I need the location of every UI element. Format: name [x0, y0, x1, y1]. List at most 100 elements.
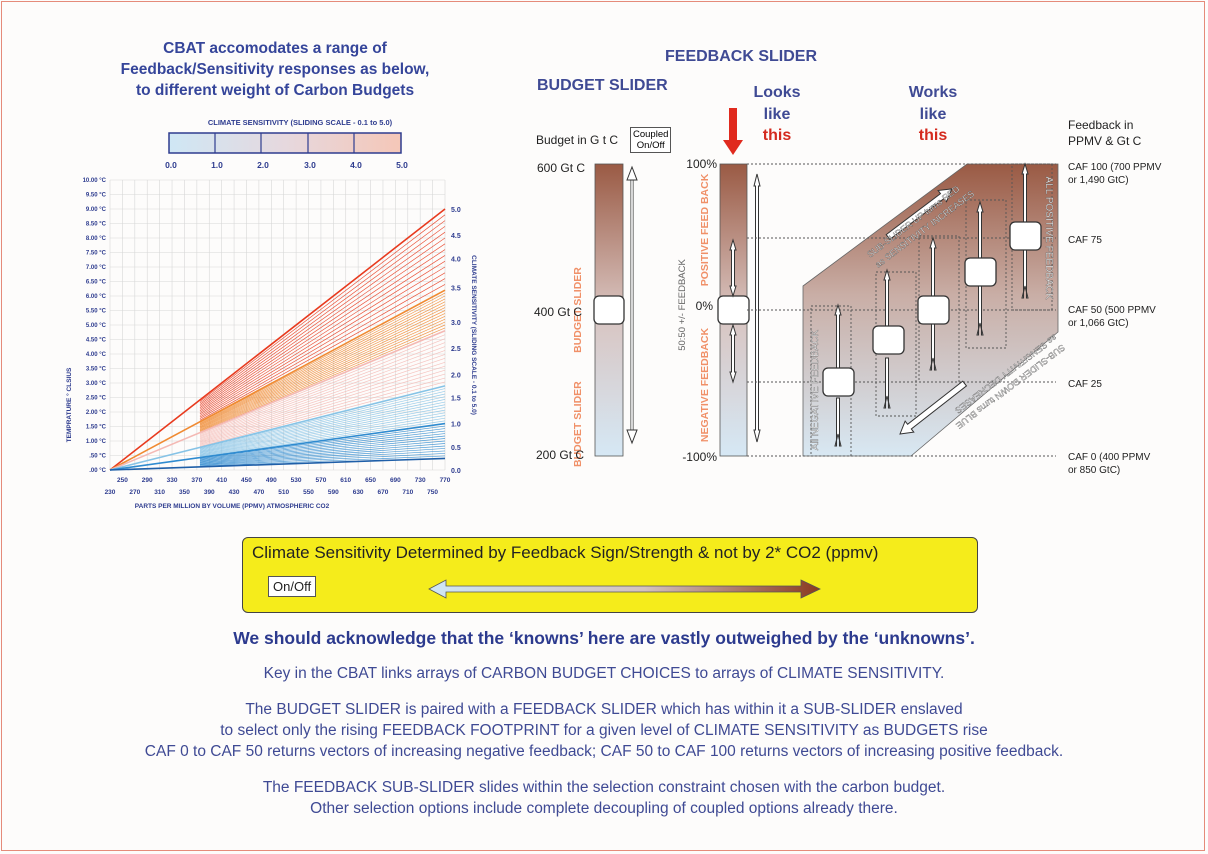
negative-feedback-text: NEGATIVE FEEDBACK: [699, 328, 711, 443]
series-envelope-line: [109, 422, 446, 471]
scale-tick-5: 5.0: [396, 160, 408, 170]
caf0-line2: or 850 GtC): [1068, 465, 1121, 476]
series-line: [199, 453, 446, 466]
series-line: [199, 284, 446, 421]
series-line: [199, 301, 446, 426]
series-line: [199, 393, 446, 450]
x-tick-label-top: 370: [191, 477, 202, 484]
series-line: [199, 369, 446, 444]
sub-slider-handle-4[interactable]: [964, 257, 997, 287]
series-line: [199, 373, 446, 445]
caf100-line2: or 1,490 GtC): [1068, 175, 1129, 186]
series-line: [199, 346, 446, 438]
paragraph-3-line-1: The FEEDBACK SUB-SLIDER slides within th…: [262, 779, 946, 796]
series-line: [199, 354, 446, 440]
sensitivity-chart: 10.00 °C 9.50 °C 9.00 °C 8.50 °C 8.00 °C 7.50…: [65, 178, 477, 510]
y-tick-label: 10.00 °C: [83, 178, 107, 184]
paragraph-2-line-2: to select only the rising FEEDBACK FOOTP…: [220, 722, 988, 739]
x-tick-label-top: 770: [440, 477, 451, 484]
y-tick-label: 5.00 °C: [86, 323, 107, 329]
y-axis-label: TEMPRATURE ° CLSIUS: [65, 367, 73, 442]
left-title-line-3: to different weight of Carbon Budgets: [135, 82, 415, 99]
positive-feedback-text: POSITIVE FEED BACK: [699, 173, 711, 286]
budget-slider-handle[interactable]: [593, 295, 625, 325]
series-envelope-line: [109, 208, 446, 471]
y-tick-label: .00 °C: [89, 468, 106, 474]
series-line: [199, 388, 446, 449]
series-line: [199, 318, 446, 430]
series-line: [199, 420, 446, 458]
x-tick-label-top: 290: [142, 477, 153, 484]
coupled-toggle[interactable]: Coupled On/Off: [630, 127, 672, 153]
paragraph-2-line-3: CAF 0 to CAF 50 returns vectors of incre…: [144, 743, 1064, 760]
x-tick-label-bottom: 270: [129, 489, 140, 496]
paragraph-2-line-1: The BUDGET SLIDER is paired with a FEEDB…: [245, 701, 963, 718]
y-tick-label: 4.00 °C: [86, 352, 107, 358]
x-tick-label-bottom: 430: [229, 489, 240, 496]
y-tick-label: 2.00 °C: [86, 410, 107, 416]
coupled-text: Coupled: [633, 129, 669, 140]
sub-slider-handle-2[interactable]: [872, 325, 905, 355]
caf100-label: CAF 100 (700 PPMV or 1,490 GtC): [1068, 161, 1161, 187]
x-tick-label-bottom: 350: [179, 489, 190, 496]
sub-slider-handle-1[interactable]: [822, 367, 855, 397]
series-line: [199, 455, 446, 467]
series-line: [199, 404, 446, 453]
series-line: [199, 313, 446, 429]
x-tick-label-bottom: 510: [278, 489, 289, 496]
series-line: [199, 396, 446, 451]
sub-slider-handle-3[interactable]: [917, 295, 950, 325]
series-line: [199, 272, 446, 418]
x-tick-label-bottom: 390: [204, 489, 215, 496]
x-tick-label-bottom: 710: [402, 489, 413, 496]
series-line: [199, 304, 446, 426]
y2-tick-label: 1.5: [451, 396, 461, 403]
caf50-line2: or 1,066 GtC): [1068, 318, 1129, 329]
series-line: [199, 361, 446, 442]
budget-vertical-text-2: BUDGET SLIDER: [572, 381, 584, 467]
works-like-this: Works like this: [902, 82, 964, 147]
budget-vertical-text: BUDGET SLIDER: [572, 267, 584, 353]
series-line: [199, 292, 446, 423]
x-tick-label-top: 450: [241, 477, 252, 484]
paragraph-1-line-1: Key in the CBAT links arrays of CARBON B…: [263, 665, 945, 682]
scale-tick-1: 1.0: [211, 160, 223, 170]
scale-tick-3: 3.0: [304, 160, 316, 170]
series-envelope-line: [109, 330, 446, 471]
y2-tick-label: 1.0: [451, 422, 461, 429]
y-tick-label: 1.50 °C: [86, 425, 107, 431]
budget-400-label: 400 Gt C: [534, 305, 582, 319]
paragraph-3-line-2: Other selection options include complete…: [310, 800, 898, 817]
series-line: [199, 443, 446, 464]
series-line: [199, 409, 446, 455]
x-tick-label-top: 610: [340, 477, 351, 484]
series-line: [199, 365, 446, 443]
budget-slider-header: BUDGET SLIDER: [537, 77, 668, 94]
series-line: [199, 249, 446, 412]
series-line: [199, 231, 446, 407]
caf75-label: CAF 75: [1068, 235, 1102, 246]
x-tick-label-bottom: 550: [303, 489, 314, 496]
series-line: [199, 417, 446, 457]
caf50-label: CAF 50 (500 PPMV or 1,066 GtC): [1068, 304, 1156, 330]
series-line: [199, 435, 446, 462]
y-tick-label: 1.00 °C: [86, 439, 107, 445]
feedback-units-line1: Feedback in: [1068, 118, 1134, 132]
series-line: [199, 358, 446, 441]
y-tick-label: 6.00 °C: [86, 294, 107, 300]
sensitivity-scale-title: CLIMATE SENSITIVITY (SLIDING SCALE - 0.1…: [207, 118, 393, 127]
onoff-toggle[interactable]: On/Off: [268, 576, 317, 597]
series-envelope-line: [109, 457, 446, 471]
feedback-slider-handle[interactable]: [717, 295, 750, 325]
sub-slider-handle-5[interactable]: [1009, 221, 1042, 251]
series-line: [199, 338, 446, 436]
x-tick-label-top: 650: [365, 477, 376, 484]
caf0-line1: CAF 0 (400 PPMV: [1068, 452, 1151, 463]
feedback-neg100-label: -100%: [682, 450, 717, 464]
all-negative-text: All NEGATIVE FEEDBACK: [810, 329, 821, 450]
series-line: [199, 226, 446, 405]
series-line: [199, 415, 446, 456]
feedback-units-line2: PPMV & Gt C: [1068, 134, 1142, 148]
knowns-statement: We should acknowledge that the ‘knowns’ …: [233, 628, 975, 648]
series-line: [199, 310, 446, 428]
